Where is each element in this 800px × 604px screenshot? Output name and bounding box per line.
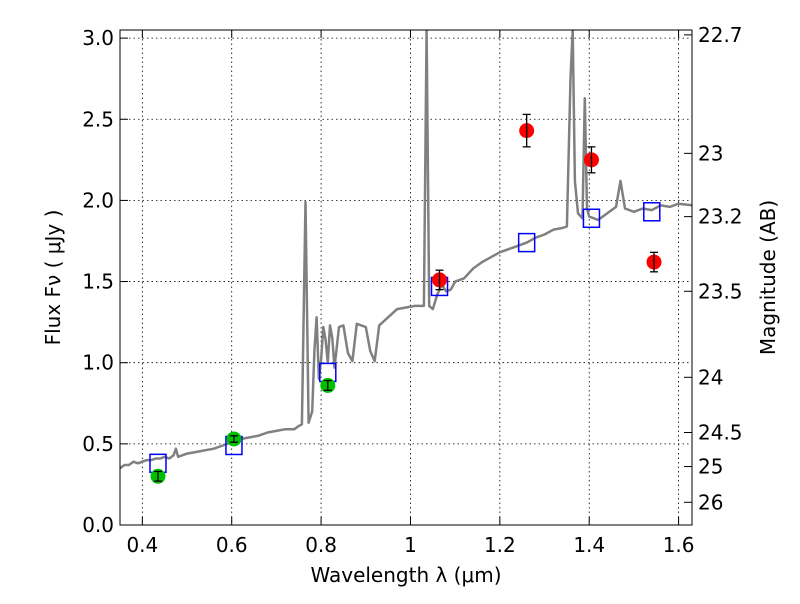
- x-tick-label: 1: [404, 533, 417, 557]
- y2-axis-label: Magnitude (AB): [756, 200, 780, 355]
- plot-area: [120, 30, 692, 484]
- y-tick-label: 0.5: [82, 432, 114, 456]
- y2-tick-label: 23.5: [698, 279, 743, 303]
- y-tick-label: 0.0: [82, 513, 114, 537]
- grid-lines: [120, 30, 692, 525]
- x-axis-label: Wavelength λ (μm): [310, 563, 501, 587]
- y2-tick-label: 24: [698, 365, 723, 389]
- y2-tick-label: 26: [698, 490, 723, 514]
- axes: 0.4 0.6 0.8 1 1.2 1.4 1.6 0.0 0.5 1.0 1.5 2.0 2.5 3.0…: [82, 23, 742, 557]
- model-flux-square: [643, 202, 661, 222]
- x-tick-label: 1.4: [573, 533, 605, 557]
- y2-tick-label: 25: [698, 455, 723, 479]
- y2-tick-label: 24.5: [698, 420, 743, 444]
- y-tick-label: 2.5: [82, 107, 114, 131]
- model-flux-square: [517, 232, 536, 253]
- y-tick-label: 2.0: [82, 188, 114, 212]
- x-tick-label: 0.8: [305, 533, 337, 557]
- y-axis-label: Flux Fν ( μJy ): [41, 210, 65, 346]
- plot-frame: [119, 29, 693, 526]
- x-tick-label: 0.6: [216, 533, 248, 557]
- x-tick-label: 0.4: [126, 533, 158, 557]
- y2-tick-label: 22.7: [698, 23, 743, 47]
- y2-tick-label: 23: [698, 141, 723, 165]
- y-tick-label: 1.0: [82, 351, 114, 375]
- y-tick-label: 3.0: [82, 26, 114, 50]
- model-flux-square: [582, 208, 601, 229]
- x-tick-label: 1.2: [484, 533, 516, 557]
- y2-tick-label: 23.2: [698, 205, 743, 229]
- spectrum-line: [120, 30, 692, 470]
- y-tick-label: 1.5: [82, 270, 114, 294]
- x-tick-label: 1.6: [663, 533, 695, 557]
